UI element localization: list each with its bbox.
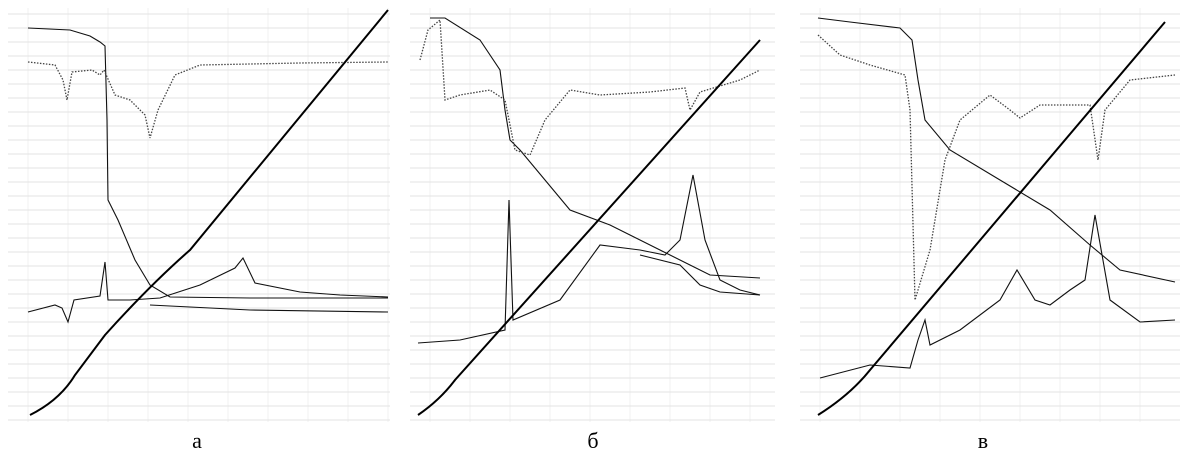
- temperature-line: [817, 21, 1166, 416]
- baseline-curve: [149, 304, 389, 313]
- panel-label: в: [978, 428, 988, 453]
- panel-b: [417, 17, 761, 416]
- panel-label: б: [587, 428, 598, 453]
- dtg-curve: [819, 214, 1176, 379]
- dta-curve: [27, 27, 388, 299]
- temperature-line: [417, 39, 761, 416]
- dtg-curve: [417, 174, 761, 344]
- dtg-curve: [27, 256, 389, 324]
- tg-curve: [817, 34, 1176, 301]
- dta-curve: [430, 17, 761, 279]
- baseline-curve: [639, 254, 761, 296]
- tg-curve: [27, 61, 389, 139]
- temperature-line: [29, 9, 389, 416]
- grids: [8, 8, 1180, 422]
- panel-label: а: [192, 428, 202, 453]
- panel-a: [27, 9, 389, 416]
- panel-c: [817, 17, 1176, 416]
- tg-curve: [419, 18, 761, 156]
- dta-curve: [817, 17, 1176, 283]
